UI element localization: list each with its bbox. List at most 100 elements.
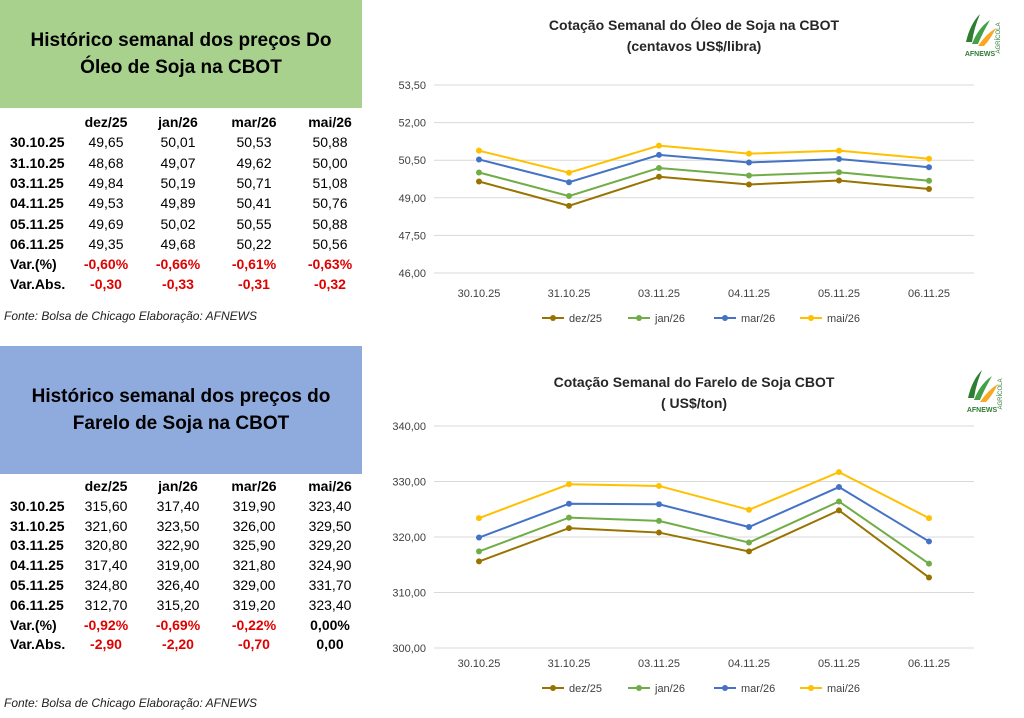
meal-var-pct-cell: -0,22% <box>231 616 277 633</box>
oil-var-abs-row: Var.Abs. -0,30 -0,33 -0,31 -0,32 <box>0 274 362 294</box>
oil-price-cell: 50,55 <box>236 215 272 232</box>
logo-side-text: AGRÍCOLA <box>995 22 1002 53</box>
oil-price-cell: 49,65 <box>88 134 124 151</box>
oil-row-date: 05.11.25 <box>10 215 64 232</box>
oil-series-line-mai-26 <box>478 144 930 174</box>
oil-column-header: jan/26 <box>158 114 198 130</box>
meal-data-point <box>836 507 842 514</box>
meal-legend-label: mar/26 <box>741 683 775 695</box>
meal-price-cell: 319,20 <box>232 596 276 613</box>
meal-table-title: Histórico semanal dos preços do Farelo d… <box>0 346 362 474</box>
oil-series-line-dez-25 <box>478 175 930 207</box>
oil-x-tick-label: 04.11.25 <box>728 288 770 300</box>
oil-legend-marker <box>722 315 728 321</box>
oil-legend-label: mar/26 <box>741 313 775 325</box>
oil-price-cell: 50,19 <box>160 174 196 191</box>
oil-data-point <box>566 179 572 186</box>
logo-text: AFNEWS <box>967 407 998 414</box>
oil-price-cell: 49,07 <box>160 154 196 171</box>
oil-data-point <box>566 169 572 176</box>
oil-price-cell: 50,53 <box>236 134 272 151</box>
meal-data-point <box>476 558 482 565</box>
oil-price-cell: 50,22 <box>236 235 272 252</box>
oil-row-date: 31.10.25 <box>10 154 65 171</box>
meal-price-cell: 326,40 <box>156 577 200 593</box>
meal-chart: Cotação Semanal do Farelo de Soja CBOT ( … <box>364 356 1024 713</box>
oil-data-point <box>566 193 572 200</box>
meal-var-abs-label: Var.Abs. <box>10 636 66 653</box>
meal-price-cell: 321,60 <box>84 517 128 534</box>
oil-table-title: Histórico semanal dos preços Do Óleo de … <box>0 0 362 108</box>
meal-price-cell: 326,00 <box>232 517 276 534</box>
oil-chart: Cotação Semanal do Óleo de Soja na CBOT (… <box>364 0 1024 340</box>
meal-var-abs-cell: -0,70 <box>238 636 270 653</box>
meal-data-point <box>656 501 662 508</box>
oil-price-cell: 49,84 <box>88 174 124 191</box>
oil-price-cell: 49,69 <box>88 215 124 232</box>
meal-table-row: 31.10.25 321,60 323,50 326,00 329,50 <box>0 516 362 536</box>
oil-y-tick-label: 49,00 <box>398 193 426 205</box>
meal-price-cell: 325,90 <box>232 537 276 554</box>
oil-column-header: dez/25 <box>84 114 128 130</box>
oil-legend-marker <box>636 315 642 321</box>
oil-x-tick-label: 31.10.25 <box>548 288 591 300</box>
meal-data-point <box>926 574 932 581</box>
oil-data-point <box>926 164 932 171</box>
oil-price-cell: 50,76 <box>312 195 348 212</box>
oil-data-point <box>476 178 482 185</box>
oil-var-pct-label: Var.(%) <box>10 256 57 273</box>
oil-data-point <box>656 142 662 149</box>
oil-price-cell: 50,71 <box>236 174 272 191</box>
meal-data-point <box>656 517 662 524</box>
meal-series-line-mai-26 <box>478 470 930 520</box>
meal-legend-label: mai/26 <box>827 683 860 695</box>
oil-y-tick-label: 46,00 <box>398 268 426 280</box>
oil-x-tick-label: 03.11.25 <box>638 288 680 300</box>
oil-data-point <box>926 155 932 162</box>
oil-var-abs-cell: -0,33 <box>162 276 194 293</box>
meal-data-point <box>836 469 842 476</box>
logo-leaf-icon <box>972 20 990 44</box>
oil-data-point <box>836 177 842 184</box>
meal-column-header: dez/25 <box>84 478 128 494</box>
logo-leaf-icon <box>974 376 992 400</box>
meal-data-point <box>836 498 842 505</box>
oil-price-cell: 49,68 <box>160 235 196 252</box>
oil-x-tick-label: 06.11.25 <box>908 288 950 300</box>
oil-var-pct-cell: -0,60% <box>83 256 129 273</box>
meal-legend-label: jan/26 <box>654 683 685 695</box>
meal-price-cell: 319,00 <box>156 557 200 574</box>
logo-side-text: AGRÍCOLA <box>997 378 1004 409</box>
oil-var-pct-cell: -0,66% <box>155 256 201 273</box>
oil-table-row: 30.10.25 49,65 50,01 50,53 50,88 <box>0 132 362 152</box>
oil-row-date: 03.11.25 <box>10 174 64 191</box>
oil-price-cell: 50,02 <box>160 215 196 232</box>
meal-var-pct-row: Var.(%) -0,92% -0,69% -0,22% 0,00% <box>0 615 362 635</box>
meal-row-date: 03.11.25 <box>10 537 64 554</box>
oil-price-cell: 50,01 <box>160 134 196 151</box>
meal-var-pct-cell: -0,69% <box>155 616 201 633</box>
logo-leaf-icon <box>966 14 980 42</box>
oil-data-point <box>476 147 482 154</box>
meal-row-date: 04.11.25 <box>10 557 64 574</box>
meal-var-pct-label: Var.(%) <box>10 616 57 633</box>
oil-data-point <box>656 164 662 171</box>
meal-legend-marker <box>808 685 814 691</box>
meal-price-cell: 323,50 <box>156 517 200 534</box>
oil-source-note: Fonte: Bolsa de Chicago Elaboração: AFNE… <box>4 309 258 323</box>
meal-var-abs-row: Var.Abs. -2,90 -2,20 -0,70 0,00 <box>0 634 362 654</box>
oil-price-cell: 49,53 <box>88 195 124 212</box>
meal-series-line-mar-26 <box>478 485 930 543</box>
oil-var-abs-label: Var.Abs. <box>10 276 66 293</box>
oil-data-point <box>566 202 572 209</box>
meal-chart-subtitle: ( US$/ton) <box>661 395 727 411</box>
oil-data-point <box>746 172 752 179</box>
meal-data-point <box>476 534 482 541</box>
meal-legend-label: dez/25 <box>569 683 602 695</box>
meal-data-point <box>836 484 842 491</box>
meal-data-point <box>746 506 752 513</box>
oil-legend-marker <box>550 315 556 321</box>
oil-price-cell: 50,00 <box>312 154 348 171</box>
meal-data-point <box>566 514 572 521</box>
oil-data-point <box>926 186 932 193</box>
